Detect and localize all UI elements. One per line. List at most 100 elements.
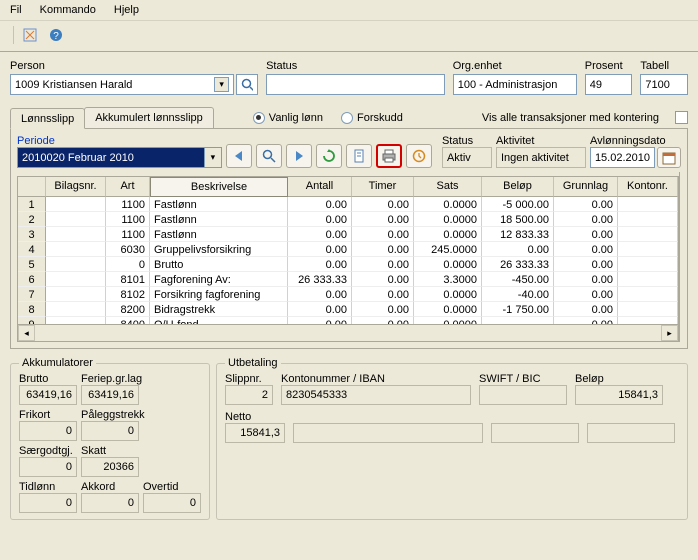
brutto-value: 63419,16 xyxy=(19,385,77,405)
overtid-label: Overtid xyxy=(143,481,201,493)
feriep-label: Feriep.gr.lag xyxy=(81,373,139,385)
nav-next-button[interactable] xyxy=(286,144,312,168)
grid-header: Bilagsnr. Art Beskrivelse Antall Timer S… xyxy=(18,177,678,197)
person-search-button[interactable] xyxy=(236,74,258,95)
swift-label: SWIFT / BIC xyxy=(479,373,567,385)
col-timer[interactable]: Timer xyxy=(352,177,414,197)
periode-label: Periode xyxy=(17,135,222,147)
col-bilagsnr[interactable]: Bilagsnr. xyxy=(46,177,106,197)
table-row[interactable]: 11100Fastlønn0.000.000.0000-5 000.000.00 xyxy=(18,197,678,212)
akk-title: Akkumulatorer xyxy=(19,357,96,369)
grid-body[interactable]: 11100Fastlønn0.000.000.0000-5 000.000.00… xyxy=(18,197,678,324)
person-value: 1009 Kristiansen Harald xyxy=(15,79,132,91)
netto-label: Netto xyxy=(225,411,285,423)
help-icon[interactable]: ? xyxy=(46,25,66,45)
skatt-label: Skatt xyxy=(81,445,139,457)
konto-value: 8230545333 xyxy=(281,385,471,405)
status-field xyxy=(266,74,445,95)
chevron-down-icon[interactable]: ▾ xyxy=(214,77,229,92)
tabset: Lønnsslipp Akkumulert lønnsslipp xyxy=(10,107,213,128)
radio-vanlig-lonn[interactable]: Vanlig lønn xyxy=(253,112,323,124)
radio-forskudd[interactable]: Forskudd xyxy=(341,112,403,124)
table-row[interactable]: 50Brutto0.000.000.000026 333.330.00 xyxy=(18,257,678,272)
tidlonn-label: Tidlønn xyxy=(19,481,77,493)
tab-lonnsslipp[interactable]: Lønnsslipp xyxy=(10,108,85,129)
nav-refresh-button[interactable] xyxy=(316,144,342,168)
menubar: Fil Kommando Hjelp xyxy=(0,0,698,21)
tabs-row: Lønnsslipp Akkumulert lønnsslipp Vanlig … xyxy=(0,101,698,128)
tab-akkumulert[interactable]: Akkumulert lønnsslipp xyxy=(84,107,214,128)
status2-label: Status xyxy=(442,135,492,147)
netto-value: 15841,3 xyxy=(225,423,285,443)
slippnr-value: 2 xyxy=(225,385,273,405)
aktivitet-label: Aktivitet xyxy=(496,135,586,147)
orgenhet-label: Org.enhet xyxy=(453,60,577,72)
utbetaling-box: Utbetaling Slippnr.2 Kontonummer / IBAN8… xyxy=(216,357,688,520)
h-scrollbar[interactable]: ◂▸ xyxy=(18,324,678,341)
swift-value xyxy=(479,385,567,405)
radio-group: Vanlig lønn Forskudd xyxy=(253,112,403,124)
belop-value-2 xyxy=(587,423,675,443)
chevron-down-icon[interactable]: ▾ xyxy=(204,148,221,167)
status2-value: Aktiv xyxy=(442,147,492,168)
person-label: Person xyxy=(10,60,258,72)
table-row[interactable]: 78102Forsikring fagforening0.000.000.000… xyxy=(18,287,678,302)
v-scrollbar[interactable] xyxy=(679,172,681,342)
overtid-value: 0 xyxy=(143,493,201,513)
belop-value: 15841,3 xyxy=(575,385,663,405)
akkumulatorer-box: Akkumulatorer Brutto63419,16 Feriep.gr.l… xyxy=(10,357,210,520)
col-belop[interactable]: Beløp xyxy=(482,177,554,197)
avlonningsdato-label: Avlønningsdato xyxy=(590,135,681,147)
nav-history-button[interactable] xyxy=(406,144,432,168)
akkord-label: Akkord xyxy=(81,481,139,493)
grid: Bilagsnr. Art Beskrivelse Antall Timer S… xyxy=(17,176,679,342)
orgenhet-field: 100 - Administrasjon xyxy=(453,74,577,95)
frikort-label: Frikort xyxy=(19,409,77,421)
akkord-value: 0 xyxy=(81,493,139,513)
nav-print-button[interactable] xyxy=(376,144,402,168)
table-row[interactable]: 88200Bidragstrekk0.000.000.0000-1 750.00… xyxy=(18,302,678,317)
periode-value: 2010020 Februar 2010 xyxy=(18,148,204,167)
palegg-label: Påleggstrekk xyxy=(81,409,139,421)
col-beskrivelse[interactable]: Beskrivelse xyxy=(150,177,288,197)
saer-value: 0 xyxy=(19,457,77,477)
periode-row: Periode 2010020 Februar 2010 ▾ Status Ak… xyxy=(17,135,681,168)
periode-combo[interactable]: 2010020 Februar 2010 ▾ xyxy=(17,147,222,168)
feriep-value: 63419,16 xyxy=(81,385,139,405)
menu-fil[interactable]: Fil xyxy=(10,4,22,16)
table-row[interactable]: 31100Fastlønn0.000.000.000012 833.330.00 xyxy=(18,227,678,242)
col-art[interactable]: Art xyxy=(106,177,150,197)
svg-text:?: ? xyxy=(53,31,59,42)
tidlonn-value: 0 xyxy=(19,493,77,513)
tabell-field: 7100 xyxy=(640,74,688,95)
ub-title: Utbetaling xyxy=(225,357,281,369)
skatt-value: 20366 xyxy=(81,457,139,477)
kontering-checkbox[interactable] xyxy=(675,111,688,124)
nav-prev-button[interactable] xyxy=(226,144,252,168)
slippnr-label: Slippnr. xyxy=(225,373,273,385)
col-antall[interactable]: Antall xyxy=(288,177,352,197)
avlonningsdato-value[interactable]: 15.02.2010 xyxy=(590,147,655,168)
calendar-icon[interactable] xyxy=(657,147,681,168)
swift-value-2 xyxy=(491,423,579,443)
saer-label: Særgodtgj. xyxy=(19,445,77,457)
table-row[interactable]: 68101Fagforening Av:26 333.330.003.3000-… xyxy=(18,272,678,287)
table-row[interactable]: 46030Gruppelivsforsikring0.000.00245.000… xyxy=(18,242,678,257)
konto-value-2 xyxy=(293,423,483,443)
tabell-label: Tabell xyxy=(640,60,688,72)
palegg-value: 0 xyxy=(81,421,139,441)
col-grunnlag[interactable]: Grunnlag xyxy=(554,177,618,197)
tab-panel: Periode 2010020 Februar 2010 ▾ Status Ak… xyxy=(10,128,688,349)
menu-kommando[interactable]: Kommando xyxy=(40,4,96,16)
col-kontonr[interactable]: Kontonr. xyxy=(618,177,678,197)
menu-hjelp[interactable]: Hjelp xyxy=(114,4,139,16)
konto-label: Kontonummer / IBAN xyxy=(281,373,471,385)
table-row[interactable]: 98400O/U-fond0.000.000.00000.00 xyxy=(18,317,678,324)
person-combo[interactable]: 1009 Kristiansen Harald ▾ xyxy=(10,74,234,95)
refresh-icon[interactable] xyxy=(20,25,40,45)
nav-doc-button[interactable] xyxy=(346,144,372,168)
nav-search-button[interactable] xyxy=(256,144,282,168)
col-sats[interactable]: Sats xyxy=(414,177,482,197)
table-row[interactable]: 21100Fastlønn0.000.000.000018 500.000.00 xyxy=(18,212,678,227)
top-form: Person 1009 Kristiansen Harald ▾ Status … xyxy=(0,52,698,101)
